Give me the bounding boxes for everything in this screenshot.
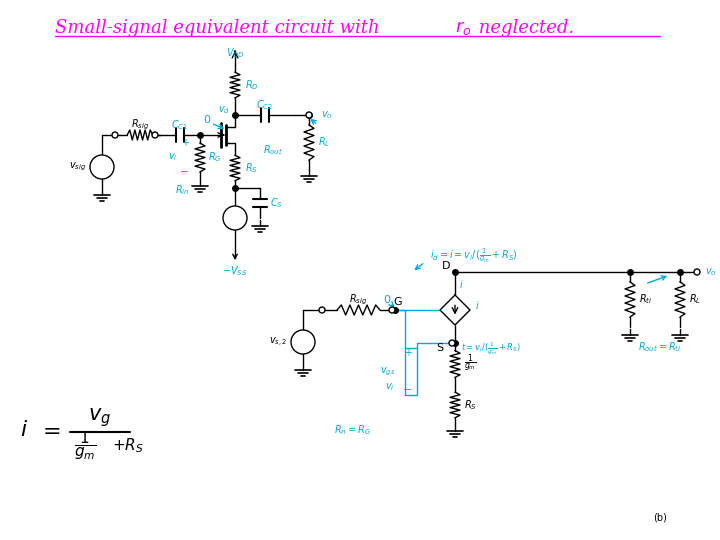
Circle shape (90, 155, 114, 179)
Text: +: + (98, 159, 106, 169)
Text: $r_o$: $r_o$ (455, 19, 472, 37)
Text: $=$: $=$ (38, 419, 60, 441)
Text: S: S (436, 343, 443, 353)
Circle shape (223, 206, 247, 230)
Text: $R_{sig}$: $R_{sig}$ (131, 118, 149, 132)
Circle shape (319, 307, 325, 313)
Text: $R_{ti}$: $R_{ti}$ (639, 292, 652, 306)
Text: $v_i$: $v_i$ (385, 382, 395, 394)
Text: $i$: $i$ (20, 419, 28, 441)
Text: −: − (298, 341, 307, 351)
Text: 0: 0 (384, 295, 390, 305)
Text: $R_{sig}$: $R_{sig}$ (349, 293, 368, 307)
Text: $C_S$: $C_S$ (270, 196, 283, 210)
Text: $V_{DD}$: $V_{DD}$ (225, 46, 244, 60)
Circle shape (152, 132, 158, 138)
Text: $v_o$: $v_o$ (321, 109, 333, 121)
Text: $v_{gs}$: $v_{gs}$ (379, 365, 395, 377)
Text: 0: 0 (204, 115, 210, 125)
Text: $C_{C2}$: $C_{C2}$ (256, 98, 274, 112)
Text: $R_L$: $R_L$ (689, 292, 701, 306)
Circle shape (389, 307, 395, 313)
Text: $i$: $i$ (475, 299, 480, 311)
Text: $v_{s,2}$: $v_{s,2}$ (269, 335, 287, 348)
Text: $i$: $i$ (459, 278, 464, 290)
Text: −: − (403, 385, 413, 395)
Text: (b): (b) (653, 513, 667, 523)
Text: $R_S$: $R_S$ (464, 398, 477, 412)
Text: $R_{in}$: $R_{in}$ (175, 183, 189, 197)
Text: D: D (441, 261, 450, 271)
Text: +: + (181, 138, 189, 148)
Text: $-V_{SS}$: $-V_{SS}$ (222, 264, 248, 278)
Text: G: G (394, 297, 402, 307)
Text: $R_L$: $R_L$ (318, 136, 330, 150)
Text: −: − (180, 167, 189, 177)
Circle shape (694, 269, 700, 275)
Text: $C_{C1}$: $C_{C1}$ (171, 118, 189, 132)
Text: $+ R_S$: $+ R_S$ (112, 437, 144, 455)
Polygon shape (440, 295, 470, 325)
Text: $v_d$: $v_d$ (218, 104, 230, 116)
Text: $\frac{1}{g_m}$: $\frac{1}{g_m}$ (464, 353, 477, 375)
Circle shape (449, 340, 455, 346)
Text: $t = v_i/(\frac{1}{g_m}+R_S)$: $t = v_i/(\frac{1}{g_m}+R_S)$ (461, 340, 521, 356)
Text: $R_D$: $R_D$ (245, 78, 258, 92)
Text: $I$: $I$ (225, 212, 230, 224)
Text: $R_n = R_G$: $R_n = R_G$ (335, 423, 372, 437)
Text: +: + (404, 348, 412, 358)
Text: neglected.: neglected. (473, 19, 574, 37)
Text: +: + (299, 334, 307, 344)
Text: −: − (97, 166, 107, 176)
Text: $i_d = i = v_i/(\frac{1}{g_m} + R_S)$: $i_d = i = v_i/(\frac{1}{g_m} + R_S)$ (430, 246, 518, 264)
Text: $v_{sig}$: $v_{sig}$ (68, 161, 86, 173)
Text: $R_S$: $R_S$ (245, 161, 258, 175)
Text: $R_{out} = R_{ti}$: $R_{out} = R_{ti}$ (638, 340, 682, 354)
Circle shape (306, 112, 312, 118)
Text: Small-signal equivalent circuit with: Small-signal equivalent circuit with (55, 19, 385, 37)
Circle shape (291, 330, 315, 354)
Text: $v_g$: $v_g$ (89, 407, 112, 429)
Text: $v_i$: $v_i$ (168, 152, 178, 164)
Circle shape (112, 132, 118, 138)
Text: $\dfrac{1}{g_m}$: $\dfrac{1}{g_m}$ (73, 430, 96, 462)
Text: $R_{out}$: $R_{out}$ (263, 143, 283, 157)
Text: $v_o$: $v_o$ (705, 266, 716, 278)
Text: $R_G$: $R_G$ (208, 151, 222, 164)
